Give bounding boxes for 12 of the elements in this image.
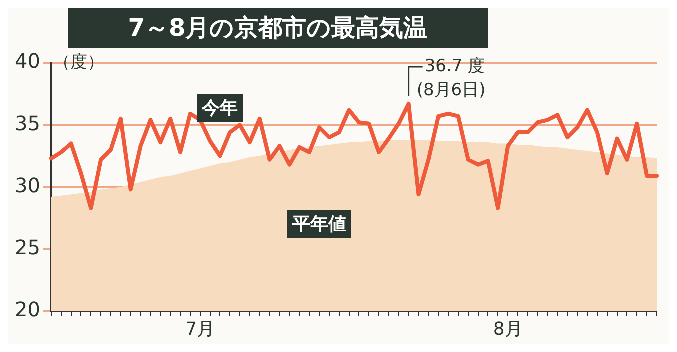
y-tick-label: 40 [14, 49, 40, 74]
series-label: 今年 [201, 98, 238, 119]
x-tick-label: 7月 [186, 318, 216, 340]
chart-title: 7～8月の京都市の最高気温 [68, 8, 488, 48]
y-tick-label: 25 [14, 236, 40, 260]
y-tick-label: 35 [14, 111, 40, 136]
series-label: 平年値 [291, 214, 346, 236]
y-axis-title: （度） [53, 52, 104, 72]
y-tick-label: 30 [14, 173, 40, 198]
x-tick-label: 8月 [493, 318, 523, 340]
y-tick-label: 20 [14, 298, 40, 322]
annotation: 36.7 度 (8月6日) [416, 56, 486, 100]
